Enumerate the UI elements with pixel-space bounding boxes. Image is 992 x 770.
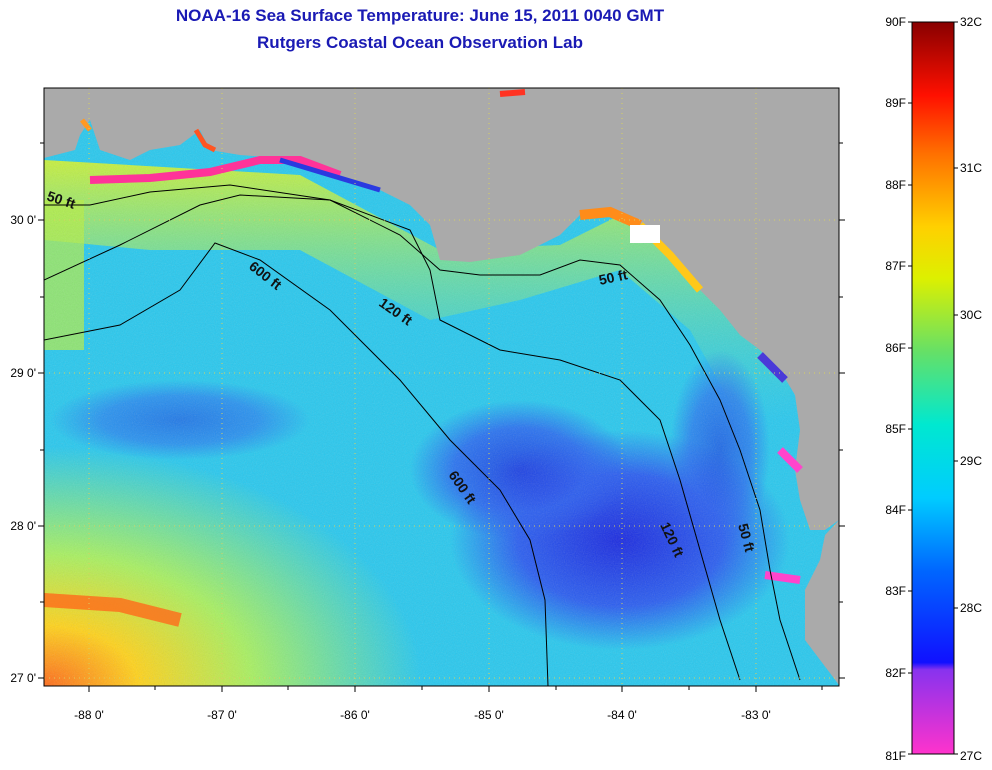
contour-600ft: [44, 242, 549, 686]
contour-label: 50 ft: [735, 522, 758, 554]
lat-tick-label: 30 0': [10, 213, 36, 227]
contour-120ft: [44, 194, 741, 681]
lat-tick-label: 27 0': [10, 671, 36, 685]
land-mass: [44, 88, 839, 685]
lon-tick-label: -84 0': [607, 708, 637, 722]
lon-tick-label: -87 0': [207, 708, 237, 722]
lon-tick-label: -85 0': [474, 708, 504, 722]
lon-tick-label: -88 0': [74, 708, 104, 722]
lon-tick-label: -86 0': [340, 708, 370, 722]
map-subtitle: Rutgers Coastal Ocean Observation Lab: [257, 33, 583, 52]
lat-tick-label: 29 0': [10, 366, 36, 380]
map-frame: [43, 87, 840, 687]
lon-tick-label: -83 0': [741, 708, 771, 722]
contour-50ft: [44, 184, 801, 681]
lat-tick-label: 28 0': [10, 519, 36, 533]
map-title: NOAA-16 Sea Surface Temperature: June 15…: [175, 6, 665, 25]
contour-label: 50 ft: [597, 266, 629, 288]
